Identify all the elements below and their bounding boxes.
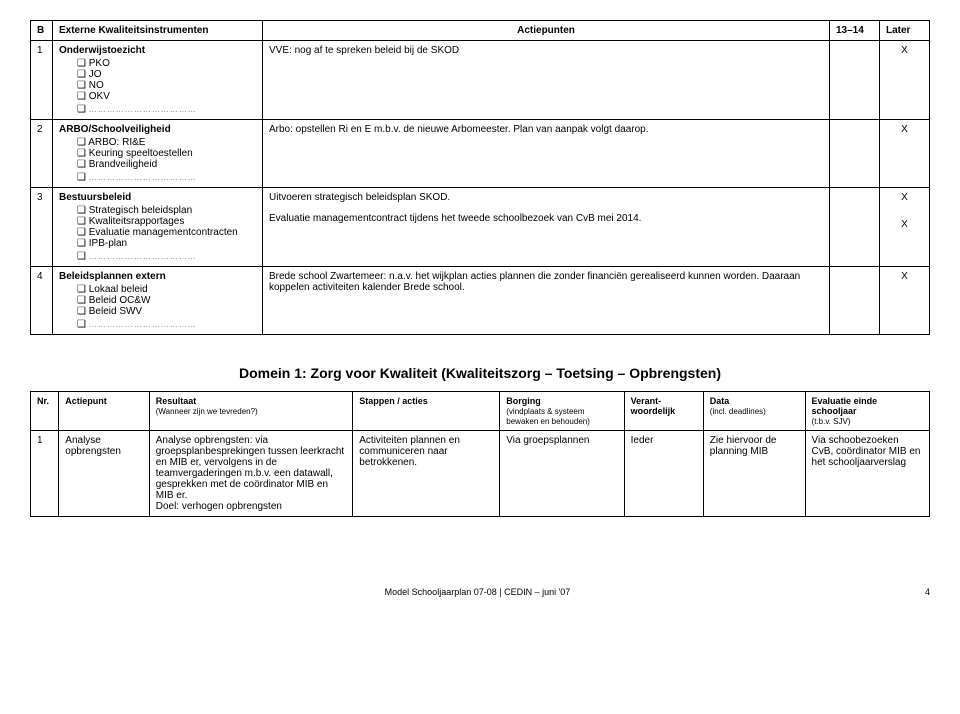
table-b-header-row: B Externe Kwaliteitsinstrumenten Actiepu… — [31, 21, 930, 41]
footer-left: Model Schooljaarplan 07-08 | CEDIN – jun… — [385, 587, 571, 597]
bullet-item: Keuring speeltoestellen — [77, 148, 256, 159]
cell-nr: 1 — [31, 431, 59, 517]
table-row: 4 Beleidsplannen extern Lokaal beleid Be… — [31, 267, 930, 335]
row-title: Onderwijstoezicht — [59, 45, 145, 56]
action-line-1: Uitvoeren strategisch beleidsplan SKOD. — [269, 192, 823, 203]
row-topic: Onderwijstoezicht PKO JO NO OKV ❑ ………………… — [53, 41, 263, 120]
bullet-item: PKO — [77, 58, 256, 69]
bullet-item: Evaluatie managementcontracten — [77, 227, 256, 238]
cell-stappen: Activiteiten plannen en communiceren naa… — [353, 431, 500, 517]
row-13 — [830, 188, 880, 267]
action-line-2: Evaluatie managementcontract tijdens het… — [269, 213, 823, 224]
row-action: Arbo: opstellen Ri en E m.b.v. de nieuwe… — [263, 120, 830, 188]
cell-borging: Via groepsplannen — [500, 431, 624, 517]
row-title: Bestuursbeleid — [59, 192, 131, 203]
table-row: 1 Onderwijstoezicht PKO JO NO OKV ❑ …………… — [31, 41, 930, 120]
hdr-resultaat-text: Resultaat — [156, 396, 197, 406]
row-later: X X — [880, 188, 930, 267]
bullet-item: Strategisch beleidsplan — [77, 205, 256, 216]
bullet-item: JO — [77, 69, 256, 80]
bullet-item: Kwaliteitsrapportages — [77, 216, 256, 227]
header-col4: 13–14 — [830, 21, 880, 41]
hdr-data-sub: (incl. deadlines) — [710, 407, 766, 416]
bullet-item: Lokaal beleid — [77, 284, 256, 295]
row-topic: ARBO/Schoolveiligheid ARBO: RI&E Keuring… — [53, 120, 263, 188]
hdr-verant: Verant- woordelijk — [624, 392, 703, 431]
footer-page-number: 4 — [925, 587, 930, 597]
row-13 — [830, 120, 880, 188]
bullet-item: Beleid OC&W — [77, 295, 256, 306]
hdr-eval-text: Evaluatie einde schooljaar — [812, 396, 878, 416]
row-action: Uitvoeren strategisch beleidsplan SKOD. … — [263, 188, 830, 267]
row-topic: Beleidsplannen extern Lokaal beleid Bele… — [53, 267, 263, 335]
hdr-borging-sub: (vindplaats & systeem bewaken en behoude… — [506, 407, 590, 426]
hdr-eval: Evaluatie einde schooljaar (t.b.v. SJV) — [805, 392, 929, 431]
row-num: 3 — [31, 188, 53, 267]
dots: ……………………………… — [89, 105, 197, 114]
row-title: Beleidsplannen extern — [59, 271, 166, 282]
dots: ……………………………… — [89, 320, 197, 329]
bullet-item: Brandveiligheid — [77, 159, 256, 170]
hdr-nr: Nr. — [31, 392, 59, 431]
cell-resultaat: Analyse opbrengsten: via groepsplanbespr… — [149, 431, 353, 517]
hdr-actiepunt: Actiepunt — [59, 392, 149, 431]
hdr-data-text: Data — [710, 396, 730, 406]
hdr-borging-text: Borging — [506, 396, 541, 406]
table-row: 3 Bestuursbeleid Strategisch beleidsplan… — [31, 188, 930, 267]
bullet-list: PKO JO NO OKV — [59, 58, 256, 102]
hdr-resultaat: Resultaat (Wanneer zijn we tevreden?) — [149, 392, 353, 431]
bullet-item: NO — [77, 80, 256, 91]
hdr-resultaat-sub: (Wanneer zijn we tevreden?) — [156, 407, 258, 416]
bullet-item: IPB-plan — [77, 238, 256, 249]
bullet-list: Lokaal beleid Beleid OC&W Beleid SWV — [59, 284, 256, 317]
hdr-borging: Borging (vindplaats & systeem bewaken en… — [500, 392, 624, 431]
bullet-item: Beleid SWV — [77, 306, 256, 317]
bullet-list: ARBO: RI&E Keuring speeltoestellen Brand… — [59, 137, 256, 170]
bullet-item: OKV — [77, 91, 256, 102]
row-num: 1 — [31, 41, 53, 120]
later-x-1: X — [886, 192, 923, 203]
header-col2: Externe Kwaliteitsinstrumenten — [53, 21, 263, 41]
header-letter: B — [31, 21, 53, 41]
row-later: X — [880, 267, 930, 335]
dots: ……………………………… — [89, 173, 197, 182]
bullet-item: ARBO: RI&E — [77, 137, 256, 148]
table-externe-kwaliteitsinstrumenten: B Externe Kwaliteitsinstrumenten Actiepu… — [30, 20, 930, 335]
table-row: 2 ARBO/Schoolveiligheid ARBO: RI&E Keuri… — [31, 120, 930, 188]
dots: ……………………………… — [89, 252, 197, 261]
cell-actiepunt: Analyse opbrengsten — [59, 431, 149, 517]
bullet-list: Strategisch beleidsplan Kwaliteitsrappor… — [59, 205, 256, 249]
cell-eval: Via schoobezoeken CvB, coördinator MIB e… — [805, 431, 929, 517]
hdr-eval-sub: (t.b.v. SJV) — [812, 417, 851, 426]
later-x-2: X — [886, 219, 923, 230]
row-action: VVE: nog af te spreken beleid bij de SKO… — [263, 41, 830, 120]
row-title: ARBO/Schoolveiligheid — [59, 124, 171, 135]
row-topic: Bestuursbeleid Strategisch beleidsplan K… — [53, 188, 263, 267]
row-13 — [830, 41, 880, 120]
table-domein-1: Nr. Actiepunt Resultaat (Wanneer zijn we… — [30, 391, 930, 517]
table-row: 1 Analyse opbrengsten Analyse opbrengste… — [31, 431, 930, 517]
row-action: Brede school Zwartemeer: n.a.v. het wijk… — [263, 267, 830, 335]
row-later: X — [880, 41, 930, 120]
header-col5: Later — [880, 21, 930, 41]
hdr-data: Data (incl. deadlines) — [703, 392, 805, 431]
hdr-stappen: Stappen / acties — [353, 392, 500, 431]
table-d-header-row: Nr. Actiepunt Resultaat (Wanneer zijn we… — [31, 392, 930, 431]
domain-title: Domein 1: Zorg voor Kwaliteit (Kwaliteit… — [30, 365, 930, 381]
row-13 — [830, 267, 880, 335]
row-num: 4 — [31, 267, 53, 335]
row-num: 2 — [31, 120, 53, 188]
cell-data: Zie hiervoor de planning MIB — [703, 431, 805, 517]
header-col3: Actiepunten — [263, 21, 830, 41]
cell-verant: Ieder — [624, 431, 703, 517]
row-later: X — [880, 120, 930, 188]
page-footer: Model Schooljaarplan 07-08 | CEDIN – jun… — [30, 587, 930, 597]
